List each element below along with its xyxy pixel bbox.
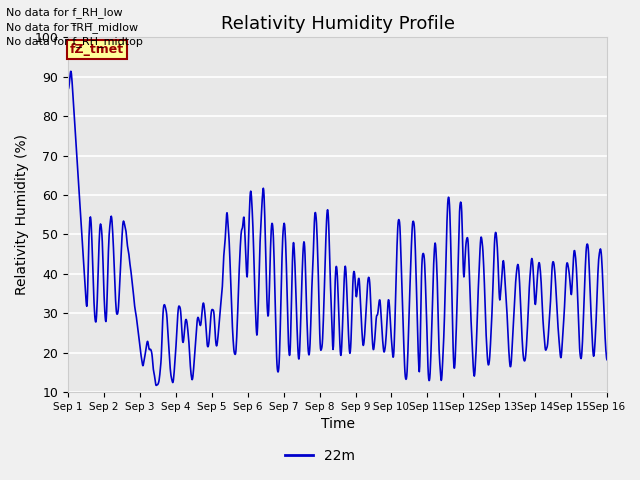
Text: No data for f̅RH̅_midlow: No data for f̅RH̅_midlow — [6, 22, 138, 33]
Text: fZ_tmet: fZ_tmet — [70, 43, 124, 56]
Title: Relativity Humidity Profile: Relativity Humidity Profile — [221, 15, 454, 33]
Y-axis label: Relativity Humidity (%): Relativity Humidity (%) — [15, 134, 29, 295]
Text: No data for f_RH_midtop: No data for f_RH_midtop — [6, 36, 143, 47]
X-axis label: Time: Time — [321, 418, 355, 432]
Text: No data for f_RH_low: No data for f_RH_low — [6, 7, 123, 18]
Legend: 22m: 22m — [280, 443, 360, 468]
